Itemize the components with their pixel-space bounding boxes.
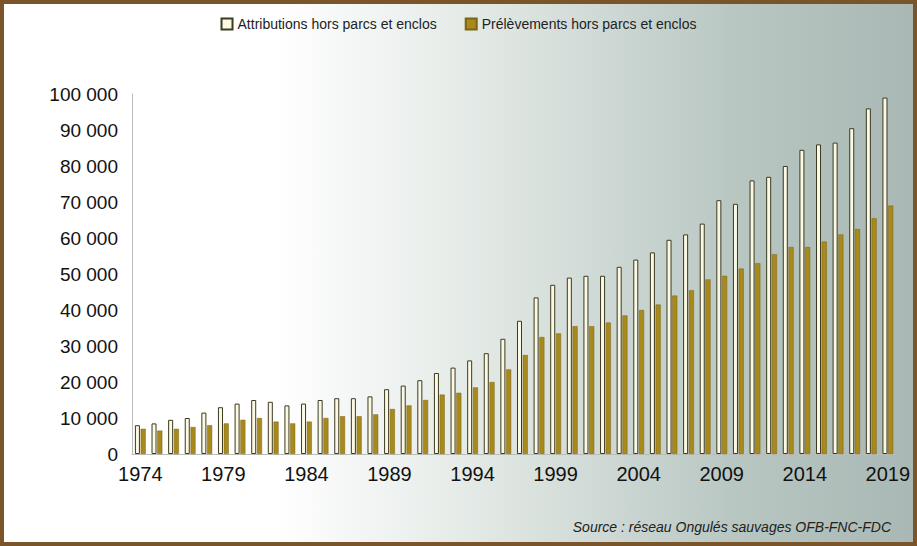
svg-text:40 000: 40 000	[60, 300, 118, 321]
svg-text:2019: 2019	[866, 463, 911, 485]
svg-text:1979: 1979	[201, 463, 246, 485]
svg-text:1994: 1994	[450, 463, 495, 485]
svg-text:Prélèvements hors parcs et enc: Prélèvements hors parcs et enclos	[482, 16, 697, 32]
svg-text:2004: 2004	[616, 463, 661, 485]
svg-text:2014: 2014	[783, 463, 828, 485]
svg-text:100 000: 100 000	[49, 84, 118, 105]
svg-text:70 000: 70 000	[60, 192, 118, 213]
svg-text:20 000: 20 000	[60, 372, 118, 393]
svg-text:50 000: 50 000	[60, 264, 118, 285]
svg-text:90 000: 90 000	[60, 120, 118, 141]
svg-text:80 000: 80 000	[60, 156, 118, 177]
svg-text:60 000: 60 000	[60, 228, 118, 249]
svg-text:0: 0	[107, 444, 118, 465]
svg-text:Source : réseau Ongulés sauvag: Source : réseau Ongulés sauvages OFB-FNC…	[573, 519, 892, 535]
svg-text:Attributions hors parcs et enc: Attributions hors parcs et enclos	[238, 16, 437, 32]
svg-text:1999: 1999	[533, 463, 578, 485]
svg-text:2009: 2009	[699, 463, 744, 485]
svg-text:1974: 1974	[118, 463, 163, 485]
svg-text:30 000: 30 000	[60, 336, 118, 357]
svg-text:1989: 1989	[367, 463, 412, 485]
svg-text:10 000: 10 000	[60, 408, 118, 429]
svg-text:1984: 1984	[284, 463, 329, 485]
